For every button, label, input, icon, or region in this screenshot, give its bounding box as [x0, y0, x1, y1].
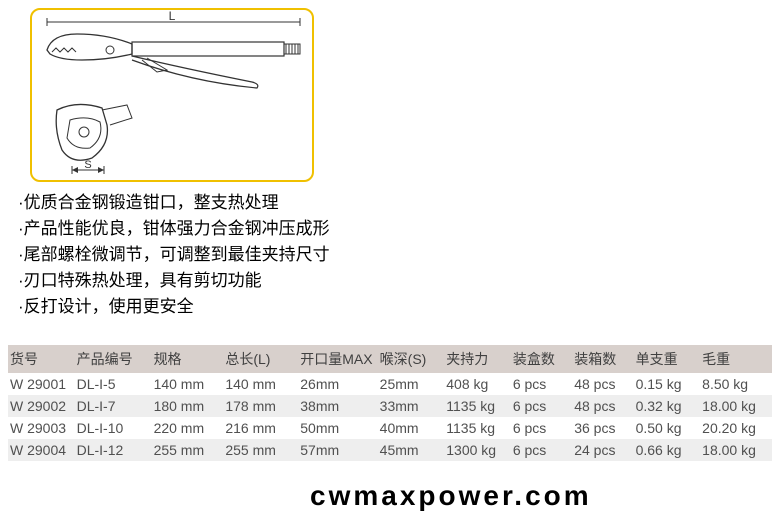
cell: 1135 kg	[444, 395, 511, 417]
label-L: L	[169, 10, 176, 23]
table-body: W 29001 DL-I-5 140 mm 140 mm 26mm 25mm 4…	[8, 373, 772, 461]
cell: 140 mm	[152, 373, 224, 395]
table-row: W 29002 DL-I-7 180 mm 178 mm 38mm 33mm 1…	[8, 395, 772, 417]
col-header: 单支重	[634, 345, 701, 373]
cell: 25mm	[378, 373, 445, 395]
col-header: 夹持力	[444, 345, 511, 373]
cell: W 29003	[8, 417, 75, 439]
col-header: 产品编号	[75, 345, 152, 373]
cell: 1135 kg	[444, 417, 511, 439]
cell: 6 pcs	[511, 395, 572, 417]
col-header: 装盒数	[511, 345, 572, 373]
cell: 33mm	[378, 395, 445, 417]
col-header: 规格	[152, 345, 224, 373]
cell: DL-I-10	[75, 417, 152, 439]
cell: 48 pcs	[572, 373, 633, 395]
cell: 45mm	[378, 439, 445, 461]
table-row: W 29004 DL-I-12 255 mm 255 mm 57mm 45mm …	[8, 439, 772, 461]
cell: 140 mm	[223, 373, 298, 395]
cell: 0.66 kg	[634, 439, 701, 461]
cell: 0.50 kg	[634, 417, 701, 439]
cell: W 29002	[8, 395, 75, 417]
cell: DL-I-7	[75, 395, 152, 417]
col-header: 毛重	[700, 345, 772, 373]
col-header: 货号	[8, 345, 75, 373]
spec-table-container: 货号 产品编号 规格 总长(L) 开口量MAX 喉深(S) 夹持力 装盒数 装箱…	[8, 345, 772, 461]
feature-line: ·尾部螺栓微调节，可调整到最佳夹持尺寸	[18, 242, 330, 268]
col-header: 开口量MAX	[298, 345, 377, 373]
plier-line-drawing: L S	[32, 10, 312, 180]
cell: DL-I-12	[75, 439, 152, 461]
table-row: W 29003 DL-I-10 220 mm 216 mm 50mm 40mm …	[8, 417, 772, 439]
col-header: 喉深(S)	[378, 345, 445, 373]
cell: 18.00 kg	[700, 439, 772, 461]
feature-line: ·优质合金钢锻造钳口，整支热处理	[18, 190, 330, 216]
cell: 178 mm	[223, 395, 298, 417]
cell: 6 pcs	[511, 439, 572, 461]
cell: 6 pcs	[511, 373, 572, 395]
table-row: W 29001 DL-I-5 140 mm 140 mm 26mm 25mm 4…	[8, 373, 772, 395]
spec-table: 货号 产品编号 规格 总长(L) 开口量MAX 喉深(S) 夹持力 装盒数 装箱…	[8, 345, 772, 461]
cell: 40mm	[378, 417, 445, 439]
cell: W 29001	[8, 373, 75, 395]
cell: DL-I-5	[75, 373, 152, 395]
feature-line: ·反打设计，使用更安全	[18, 294, 330, 320]
cell: 57mm	[298, 439, 377, 461]
cell: 24 pcs	[572, 439, 633, 461]
cell: 26mm	[298, 373, 377, 395]
col-header: 总长(L)	[223, 345, 298, 373]
table-header-row: 货号 产品编号 规格 总长(L) 开口量MAX 喉深(S) 夹持力 装盒数 装箱…	[8, 345, 772, 373]
cell: 180 mm	[152, 395, 224, 417]
feature-list: ·优质合金钢锻造钳口，整支热处理 ·产品性能优良，钳体强力合金钢冲压成形 ·尾部…	[18, 190, 330, 320]
cell: 18.00 kg	[700, 395, 772, 417]
cell: 6 pcs	[511, 417, 572, 439]
cell: 20.20 kg	[700, 417, 772, 439]
feature-line: ·刃口特殊热处理，具有剪切功能	[18, 268, 330, 294]
feature-line: ·产品性能优良，钳体强力合金钢冲压成形	[18, 216, 330, 242]
cell: 50mm	[298, 417, 377, 439]
cell: 0.32 kg	[634, 395, 701, 417]
cell: 255 mm	[152, 439, 224, 461]
cell: 48 pcs	[572, 395, 633, 417]
cell: 216 mm	[223, 417, 298, 439]
cell: 1300 kg	[444, 439, 511, 461]
cell: 220 mm	[152, 417, 224, 439]
product-diagram: L S	[30, 8, 314, 182]
cell: W 29004	[8, 439, 75, 461]
cell: 0.15 kg	[634, 373, 701, 395]
watermark-text: cwmaxpower.com	[310, 480, 592, 512]
label-S: S	[84, 159, 91, 171]
cell: 38mm	[298, 395, 377, 417]
cell: 36 pcs	[572, 417, 633, 439]
cell: 408 kg	[444, 373, 511, 395]
cell: 8.50 kg	[700, 373, 772, 395]
cell: 255 mm	[223, 439, 298, 461]
col-header: 装箱数	[572, 345, 633, 373]
